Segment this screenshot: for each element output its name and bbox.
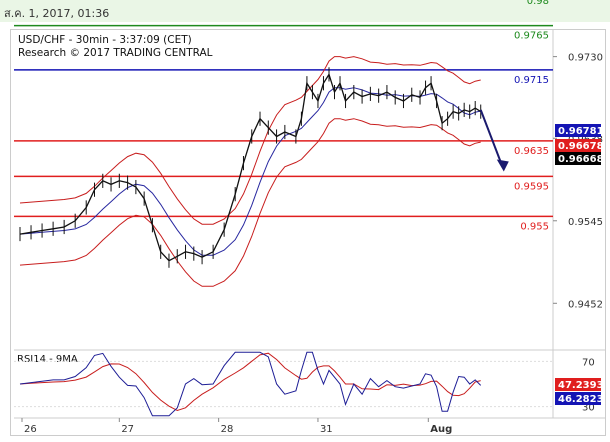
top-bar: ส.ค. 1, 2017, 01:36	[0, 0, 610, 22]
chart-subtitle: Research © 2017 TRADING CENTRAL	[18, 47, 213, 59]
rsi-tick-label: 70	[582, 357, 595, 368]
y-tick-label: 0.9730	[568, 53, 603, 64]
moving-average	[19, 87, 481, 256]
level-label: 0.9595	[514, 181, 549, 192]
x-tick-label: 31	[320, 424, 333, 435]
rsi-badge-label: 46.2823	[558, 394, 604, 405]
level-label: 0.955	[520, 221, 549, 232]
level-label: 0.9635	[514, 146, 549, 157]
timestamp-label: ส.ค. 1, 2017, 01:36	[4, 7, 110, 20]
chart-title: USD/CHF - 30min - 3:37:09 (CET)	[18, 34, 192, 46]
x-tick-label: Aug	[430, 424, 452, 435]
rsi-badge	[555, 392, 601, 405]
price-badge	[555, 139, 601, 152]
y-tick-label: 0.9545	[568, 217, 603, 228]
y-tick-label: 0.9452	[568, 299, 603, 310]
level-label: 0.9765	[514, 31, 549, 42]
x-tick-label: 28	[221, 424, 234, 435]
rsi-line	[19, 351, 482, 417]
rsi-ma-line	[19, 352, 481, 412]
x-tick-label: 27	[121, 424, 134, 435]
level-label: 0.98	[527, 0, 549, 7]
price-line	[19, 72, 482, 262]
price-badge-label: 0.96678	[558, 141, 604, 152]
rsi-badge	[555, 378, 601, 391]
rsi-label: RSI14 - 9MA	[17, 354, 78, 365]
price-badge-label: 0.96668	[558, 154, 604, 165]
x-tick-label: 26	[24, 424, 37, 435]
chart-frame	[10, 29, 606, 436]
bollinger-upper	[19, 56, 481, 225]
price-badge	[555, 124, 601, 137]
price-badge	[555, 152, 601, 165]
price-badge-label: 0.96781	[558, 126, 604, 137]
rsi-tick-label: 30	[582, 403, 595, 414]
projection-arrow-head	[496, 159, 509, 172]
rsi-badge-label: 47.2393	[558, 380, 604, 391]
bollinger-lower	[19, 118, 481, 287]
level-label: 0.9715	[514, 75, 549, 86]
projection-arrow-shaft	[479, 109, 504, 168]
